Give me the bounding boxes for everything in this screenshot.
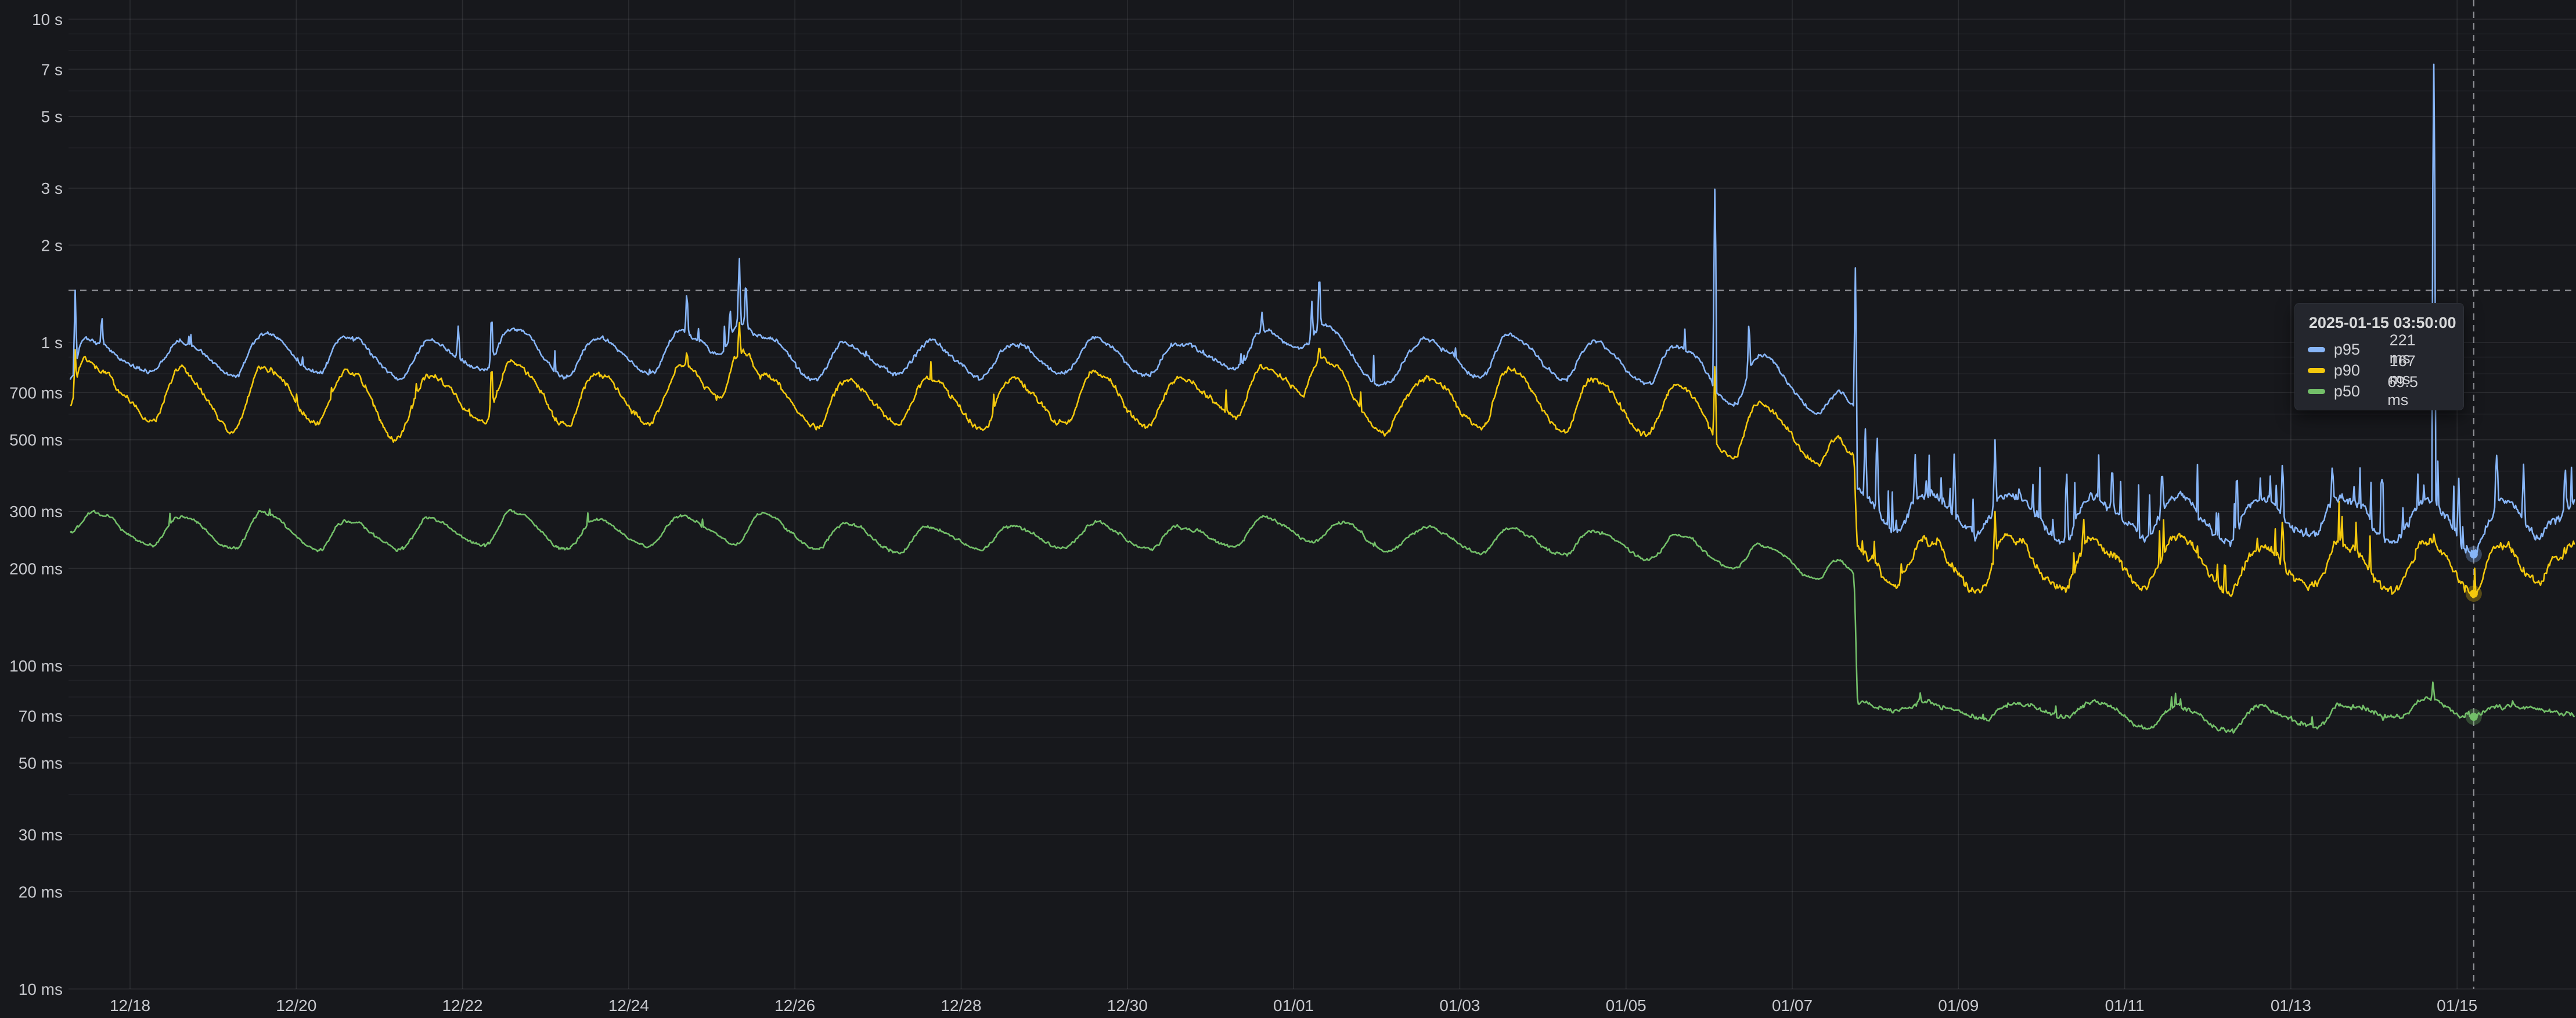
- x-axis-tick-label: 12/22: [442, 997, 483, 1015]
- x-axis-tick-label: 01/15: [2437, 997, 2477, 1015]
- series-line-p95: [69, 63, 2575, 560]
- y-axis-tick-label: 5 s: [41, 108, 63, 126]
- p90-color-swatch: [2307, 367, 2325, 373]
- y-axis-tick-label: 700 ms: [9, 384, 63, 402]
- y-axis-tick-label: 200 ms: [9, 559, 63, 577]
- x-axis-tick-label: 12/20: [276, 997, 316, 1015]
- y-axis-tick-label: 10 ms: [19, 980, 63, 998]
- x-axis-tick-label: 01/11: [2105, 997, 2145, 1015]
- x-axis-tick-label: 12/18: [110, 997, 150, 1015]
- y-axis-tick-label: 2 s: [41, 236, 63, 254]
- y-axis-tick-label: 300 ms: [9, 503, 63, 521]
- hover-marker-p95: [2469, 550, 2478, 559]
- p95-series-value: 221 ms: [2389, 331, 2416, 367]
- tooltip-row-p95: p95 221 ms: [2307, 331, 2451, 367]
- p90-series-name: p90: [2333, 361, 2360, 379]
- y-axis-tick-label: 20 ms: [19, 883, 63, 901]
- hover-tooltip: 2025-01-15 03:50:00 p95 221 ms p90 167 m…: [2294, 303, 2464, 410]
- x-axis-tick-label: 01/01: [1273, 997, 1314, 1015]
- y-axis-tick-label: 3 s: [41, 179, 63, 197]
- x-axis-tick-label: 01/03: [1439, 997, 1480, 1015]
- tooltip-row-p50: p50 69.5 ms: [2307, 373, 2451, 409]
- hover-marker-p50: [2469, 713, 2478, 721]
- x-axis-tick-label: 01/13: [2271, 997, 2311, 1015]
- y-axis-tick-label: 10 s: [32, 10, 63, 28]
- y-axis-tick-label: 50 ms: [19, 755, 63, 772]
- p50-series-value: 69.5 ms: [2387, 373, 2418, 409]
- y-axis-tick-label: 500 ms: [9, 431, 63, 449]
- p50-series-name: p50: [2333, 382, 2360, 400]
- x-axis-tick-label: 12/24: [608, 997, 649, 1015]
- p90-series-value: 167 ms: [2389, 352, 2416, 388]
- series-line-p90: [70, 322, 2575, 598]
- y-axis-tick-label: 30 ms: [19, 826, 63, 844]
- x-axis-tick-label: 01/07: [1772, 997, 1813, 1015]
- series-line-p50: [70, 508, 2575, 734]
- x-axis-tick-label: 12/28: [941, 997, 981, 1015]
- y-axis-tick-label: 100 ms: [9, 657, 63, 675]
- x-axis-tick-label: 12/26: [774, 997, 815, 1015]
- x-axis-tick-label: 01/05: [1606, 997, 1647, 1015]
- p95-series-name: p95: [2333, 340, 2360, 358]
- tooltip-row-p90: p90 167 ms: [2307, 352, 2451, 388]
- y-axis-tick-label: 7 s: [41, 60, 63, 78]
- x-axis-tick-label: 12/30: [1107, 997, 1148, 1015]
- hover-marker-p90: [2469, 589, 2478, 598]
- y-axis-tick-label: 1 s: [41, 334, 63, 352]
- y-axis-tick-label: 70 ms: [19, 707, 63, 725]
- x-axis-tick-label: 01/09: [1938, 997, 1979, 1015]
- p95-color-swatch: [2307, 346, 2325, 352]
- tooltip-timestamp: 2025-01-15 03:50:00: [2308, 314, 2456, 331]
- p50-color-swatch: [2307, 388, 2325, 394]
